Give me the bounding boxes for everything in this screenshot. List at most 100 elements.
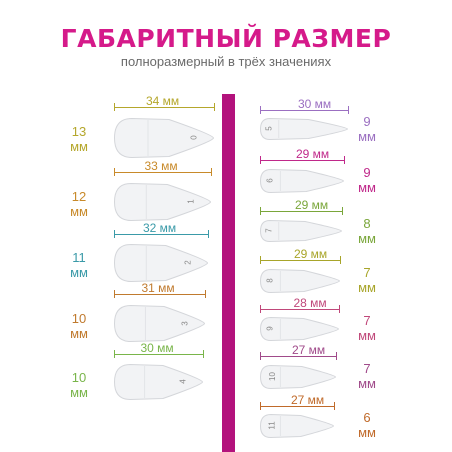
nail-tip: 3 xyxy=(113,304,206,343)
width-unit: мм xyxy=(70,326,88,341)
center-divider xyxy=(222,94,235,452)
length-label: 33 мм xyxy=(142,159,180,173)
width-value: 12 xyxy=(71,189,87,204)
width-unit: мм xyxy=(70,265,88,280)
length-label: 29 мм xyxy=(292,247,330,261)
width-value: 10 xyxy=(71,311,87,326)
width-value: 9 xyxy=(363,165,371,180)
tip-size-number: 4 xyxy=(178,379,188,384)
length-tick xyxy=(336,352,337,360)
width-label: 9 мм xyxy=(352,165,382,195)
nail-tip-shape xyxy=(113,304,206,343)
length-line xyxy=(114,107,214,108)
tip-size-number: 9 xyxy=(266,326,276,331)
width-label: 6 мм xyxy=(352,410,382,440)
nail-tip: 7 xyxy=(259,219,343,243)
width-label: 11 мм xyxy=(64,250,94,280)
width-value: 7 xyxy=(363,313,371,328)
length-label: 29 мм xyxy=(293,198,331,212)
length-tick xyxy=(208,230,209,238)
page-title: ГАБАРИТНЫЙ РАЗМЕР xyxy=(60,24,392,53)
nail-tip-shape xyxy=(259,413,335,439)
nail-tip: 1 xyxy=(113,182,212,222)
width-label: 8 мм xyxy=(352,216,382,246)
length-tick xyxy=(214,103,215,111)
length-label: 27 мм xyxy=(290,343,328,357)
length-line xyxy=(114,234,208,235)
width-value: 9 xyxy=(363,114,371,129)
length-label: 32 мм xyxy=(141,221,179,235)
length-tick xyxy=(260,352,261,360)
nail-tip-shape xyxy=(259,268,341,294)
length-label: 31 мм xyxy=(139,281,177,295)
width-unit: мм xyxy=(358,280,376,295)
length-tick xyxy=(334,402,335,410)
length-label: 27 мм xyxy=(289,393,327,407)
nail-tip-shape xyxy=(259,316,340,342)
length-tick xyxy=(260,402,261,410)
length-tick xyxy=(205,290,206,298)
tip-size-number: 3 xyxy=(180,320,190,326)
tip-size-number: 8 xyxy=(266,278,276,283)
tip-size-number: 2 xyxy=(183,260,193,265)
length-tick xyxy=(114,350,115,358)
length-line xyxy=(260,160,344,161)
width-value: 7 xyxy=(363,361,371,376)
length-label: 34 мм xyxy=(144,94,182,108)
length-tick xyxy=(211,168,212,176)
length-line xyxy=(260,406,334,407)
tip-size-number: 5 xyxy=(264,126,274,131)
length-tick xyxy=(114,290,115,298)
length-line xyxy=(260,309,339,310)
length-tick xyxy=(339,305,340,313)
length-line xyxy=(114,172,211,173)
tip-size-number: 1 xyxy=(186,199,196,204)
width-label: 7 мм xyxy=(352,265,382,295)
length-line xyxy=(260,356,336,357)
length-line xyxy=(260,211,342,212)
nail-tip: 4 xyxy=(113,363,204,401)
nail-tip-shape xyxy=(259,117,349,141)
length-line xyxy=(114,294,205,295)
width-value: 6 xyxy=(363,410,371,425)
width-label: 13 мм xyxy=(64,124,94,154)
width-unit: мм xyxy=(358,376,376,391)
tip-size-number: 10 xyxy=(268,372,278,381)
tip-size-number: 0 xyxy=(189,135,199,140)
nail-tip-shape xyxy=(113,117,215,159)
nail-tip-shape xyxy=(259,219,343,243)
width-unit: мм xyxy=(358,180,376,195)
length-tick xyxy=(114,103,115,111)
length-tick xyxy=(344,156,345,164)
width-unit: мм xyxy=(358,328,376,343)
length-tick xyxy=(260,256,261,264)
width-value: 8 xyxy=(363,216,371,231)
nail-tip: 10 xyxy=(259,364,337,390)
nail-tip: 0 xyxy=(113,117,215,159)
nail-tip-shape xyxy=(113,243,209,283)
width-value: 10 xyxy=(71,370,87,385)
width-unit: мм xyxy=(358,129,376,144)
length-tick xyxy=(203,350,204,358)
length-tick xyxy=(114,230,115,238)
length-line xyxy=(260,110,348,111)
length-line xyxy=(114,354,203,355)
length-line xyxy=(260,260,340,261)
nail-tip: 9 xyxy=(259,316,340,342)
width-label: 7 мм xyxy=(352,313,382,343)
nail-tip: 6 xyxy=(259,168,345,194)
length-tick xyxy=(114,168,115,176)
length-tick xyxy=(260,305,261,313)
length-label: 30 мм xyxy=(296,97,334,111)
width-unit: мм xyxy=(358,425,376,440)
nail-tip: 8 xyxy=(259,268,341,294)
nail-tip: 2 xyxy=(113,243,209,283)
tip-size-number: 6 xyxy=(266,178,276,183)
width-label: 12 мм xyxy=(64,189,94,219)
width-unit: мм xyxy=(70,139,88,154)
width-label: 10 мм xyxy=(64,311,94,341)
width-unit: мм xyxy=(70,204,88,219)
length-tick xyxy=(260,106,261,114)
nail-tip: 11 xyxy=(259,413,335,439)
tip-size-number: 7 xyxy=(264,228,274,233)
